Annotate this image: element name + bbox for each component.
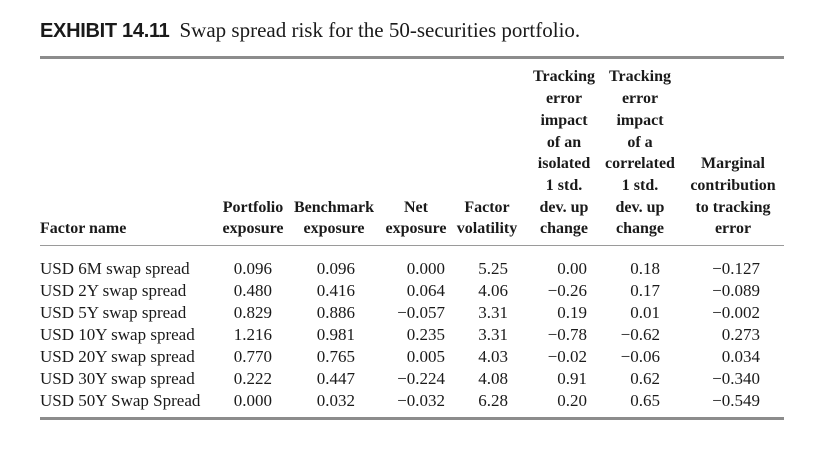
column-header-6: Tracking error impact of a correlated 1 … bbox=[605, 68, 675, 238]
value-cell: 0.91 bbox=[557, 369, 587, 388]
value-cell: 0.447 bbox=[316, 369, 355, 388]
value-cell: 0.096 bbox=[233, 259, 272, 278]
value-cell: 0.273 bbox=[721, 325, 760, 344]
value-cell: 0.064 bbox=[406, 281, 445, 300]
value-cell: 1.216 bbox=[233, 325, 272, 344]
value-cell: 0.981 bbox=[316, 325, 355, 344]
value-cell: 0.886 bbox=[316, 303, 355, 322]
value-cell: 4.08 bbox=[478, 369, 508, 388]
bottom-rule bbox=[40, 417, 784, 420]
value-cell: −0.089 bbox=[712, 281, 760, 300]
value-cell: 0.65 bbox=[630, 391, 660, 410]
value-cell: 0.000 bbox=[406, 259, 445, 278]
value-cell: −0.002 bbox=[712, 303, 760, 322]
value-cell: −0.340 bbox=[712, 369, 760, 388]
value-cell: −0.78 bbox=[547, 325, 587, 344]
value-cell: 0.096 bbox=[316, 259, 355, 278]
value-cell: 0.829 bbox=[233, 303, 272, 322]
value-cell: −0.032 bbox=[397, 391, 445, 410]
column-header-0: Factor name bbox=[40, 220, 127, 238]
value-cell: 3.31 bbox=[478, 303, 508, 322]
value-cell: −0.02 bbox=[547, 347, 587, 366]
value-cell: −0.62 bbox=[620, 325, 660, 344]
factor-name-cell: USD 20Y swap spread bbox=[40, 347, 195, 366]
top-rule bbox=[40, 56, 784, 59]
value-cell: 0.480 bbox=[233, 281, 272, 300]
value-cell: 4.06 bbox=[478, 281, 508, 300]
value-cell: 0.770 bbox=[233, 347, 272, 366]
value-cell: 0.416 bbox=[316, 281, 355, 300]
value-cell: 0.00 bbox=[557, 259, 587, 278]
value-cell: 0.235 bbox=[406, 325, 445, 344]
value-cell: 0.18 bbox=[630, 259, 660, 278]
value-cell: 0.19 bbox=[557, 303, 587, 322]
value-cell: −0.057 bbox=[397, 303, 445, 322]
value-cell: −0.26 bbox=[547, 281, 587, 300]
column-header-7: Marginal contribution to tracking error bbox=[690, 155, 776, 238]
value-cell: 0.17 bbox=[630, 281, 660, 300]
value-cell: 4.03 bbox=[478, 347, 508, 366]
value-cell: 0.000 bbox=[233, 391, 272, 410]
column-header-3: Net exposure bbox=[385, 198, 447, 238]
factor-name-cell: USD 30Y swap spread bbox=[40, 369, 195, 388]
column-header-5: Tracking error impact of an isolated 1 s… bbox=[533, 68, 595, 238]
value-cell: 0.034 bbox=[721, 347, 760, 366]
value-cell: −0.127 bbox=[712, 259, 760, 278]
factor-name-cell: USD 10Y swap spread bbox=[40, 325, 195, 344]
value-cell: −0.549 bbox=[712, 391, 760, 410]
value-cell: 3.31 bbox=[478, 325, 508, 344]
exhibit-caption: EXHIBIT 14.11 Swap spread risk for the 50… bbox=[40, 18, 580, 43]
value-cell: 5.25 bbox=[478, 259, 508, 278]
value-cell: 0.62 bbox=[630, 369, 660, 388]
value-cell: 0.005 bbox=[406, 347, 445, 366]
exhibit-label: EXHIBIT 14.11 bbox=[40, 20, 170, 42]
value-cell: 0.20 bbox=[557, 391, 587, 410]
value-cell: 0.032 bbox=[316, 391, 355, 410]
factor-name-cell: USD 50Y Swap Spread bbox=[40, 391, 201, 410]
factor-name-cell: USD 6M swap spread bbox=[40, 259, 190, 278]
column-header-1: Portfolio exposure bbox=[222, 198, 284, 238]
column-header-4: Factor volatility bbox=[456, 198, 518, 238]
value-cell: −0.06 bbox=[620, 347, 660, 366]
value-cell: 6.28 bbox=[478, 391, 508, 410]
value-cell: 0.765 bbox=[316, 347, 355, 366]
value-cell: 0.222 bbox=[233, 369, 272, 388]
header-rule bbox=[40, 245, 784, 246]
column-header-2: Benchmark exposure bbox=[294, 198, 374, 238]
value-cell: −0.224 bbox=[397, 369, 445, 388]
factor-name-cell: USD 2Y swap spread bbox=[40, 281, 187, 300]
exhibit-title: Swap spread risk for the 50-securities p… bbox=[179, 18, 581, 42]
value-cell: 0.01 bbox=[630, 303, 660, 322]
factor-name-cell: USD 5Y swap spread bbox=[40, 303, 187, 322]
